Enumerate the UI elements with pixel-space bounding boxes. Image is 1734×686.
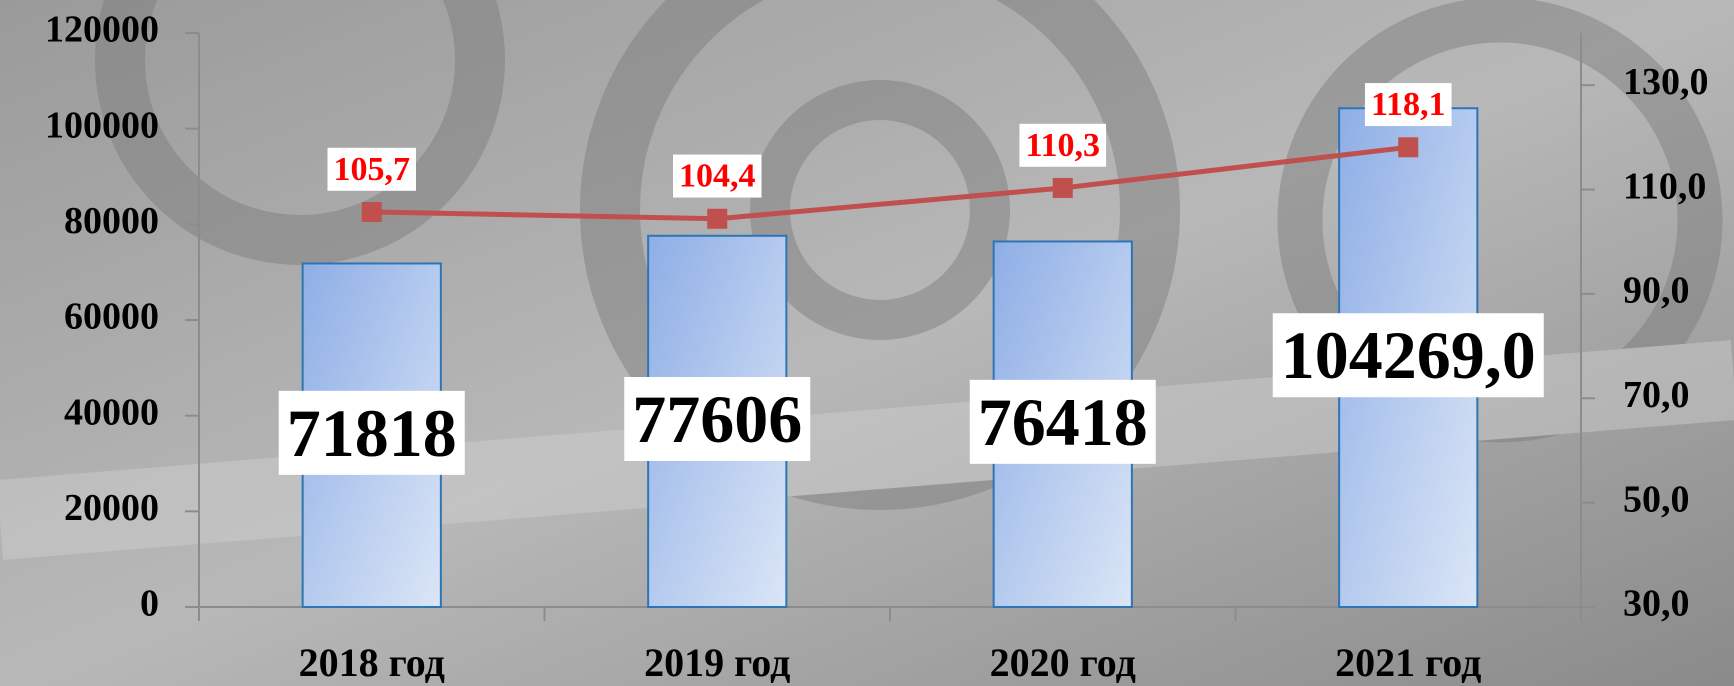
y2-tick-label: 110,0 [1623, 165, 1706, 207]
x-tick-label: 2021 год [1335, 640, 1481, 685]
y-tick-label: 80000 [64, 200, 159, 242]
y2-tick-label: 30,0 [1623, 583, 1690, 625]
y2-tick-label: 70,0 [1623, 374, 1690, 416]
bar-value-label: 104269,0 [1281, 317, 1536, 393]
line-marker [362, 202, 382, 222]
y2-tick-label: 50,0 [1623, 478, 1690, 520]
y-tick-label: 20000 [64, 487, 159, 529]
chart: 0 20000 40000 60000 80000 100000 120000 30,0 50,… [0, 0, 1734, 686]
bar-value-label-group: 71818 [279, 391, 465, 475]
bar-value-label-group: 104269,0 [1273, 313, 1544, 397]
y2-tick-label: 130,0 [1623, 61, 1709, 103]
y-tick-label: 40000 [64, 391, 159, 433]
y-tick-label: 100000 [45, 104, 159, 146]
x-tick-label: 2020 год [990, 640, 1136, 685]
line-value-label-group: 118,1 [1365, 83, 1452, 126]
y2-tick-label: 90,0 [1623, 270, 1690, 312]
line-marker [1398, 137, 1418, 157]
line-value-label-group: 110,3 [1019, 124, 1106, 167]
line-value-label: 110,3 [1025, 127, 1100, 164]
page: {"chart_data": {"type": "bar-line", "cat… [0, 0, 1734, 686]
x-tick-label: 2018 год [299, 640, 445, 685]
x-tick-label: 2019 год [644, 640, 790, 685]
bar-value-label-group: 77606 [624, 377, 810, 461]
y-tick-label: 60000 [64, 296, 159, 338]
line-marker [1053, 178, 1073, 198]
line-value-label: 118,1 [1371, 86, 1446, 123]
line-value-label: 105,7 [334, 151, 411, 188]
bar-value-label: 76418 [978, 384, 1148, 460]
line-value-label-group: 105,7 [328, 148, 417, 191]
y-tick-label: 0 [140, 583, 159, 625]
bar-value-label-group: 76418 [970, 380, 1156, 464]
line-value-label: 104,4 [679, 158, 756, 195]
line-marker [707, 209, 727, 229]
line-value-label-group: 104,4 [673, 155, 762, 198]
y-tick-label: 120000 [45, 9, 159, 51]
bar-value-label: 71818 [287, 395, 457, 471]
bar-value-label: 77606 [632, 381, 802, 457]
